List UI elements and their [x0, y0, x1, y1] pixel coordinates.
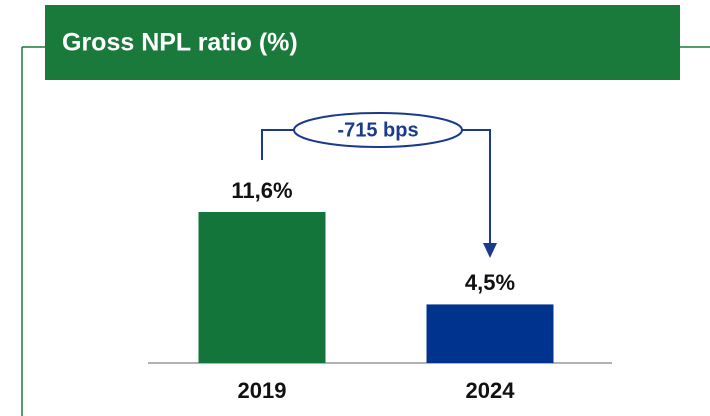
annotation-ellipse	[293, 112, 463, 148]
x-tick-label: 2024	[466, 378, 516, 403]
chart-title: Gross NPL ratio (%)	[62, 29, 298, 57]
bar	[426, 304, 554, 363]
bar	[198, 212, 326, 363]
x-tick-label: 2019	[238, 378, 287, 403]
arrow-line	[461, 129, 491, 245]
title-box	[45, 5, 680, 80]
annotation: -715 bps	[337, 119, 418, 141]
value-label: 11,6%	[231, 178, 292, 203]
value-label: 4,5%	[465, 270, 515, 295]
bracket-line	[261, 129, 295, 160]
arrow-head	[483, 243, 497, 258]
